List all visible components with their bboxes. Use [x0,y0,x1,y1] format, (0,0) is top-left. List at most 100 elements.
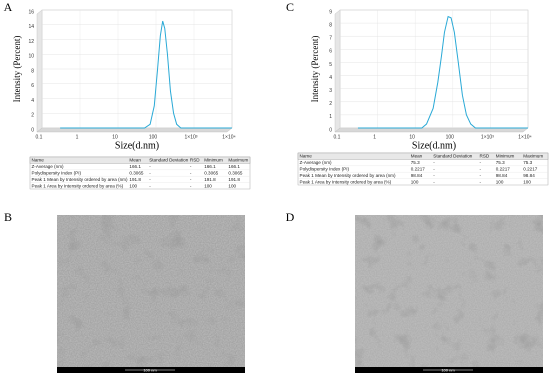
table-cell: 166.1 [228,164,240,169]
y-tick-label: 0 [31,127,34,133]
table-cell: - [190,177,192,182]
table-cell: 0.2217 [496,167,510,172]
x-axis-label: Size(d.nm) [412,140,456,151]
table-cell: - [149,183,151,188]
table-header: RSD [190,158,200,163]
y-tick-label: 6 [329,49,332,55]
x-tick-label: 1×10⁴ [518,134,531,140]
y-tick-label: 3 [329,88,332,94]
x-tick-label: 0.1 [334,134,341,140]
x-tick-label: 10 [409,134,415,140]
table-header: Maximum [523,154,543,159]
table-header: Name [32,158,45,163]
table-cell: Polydispersity Index (PI) [300,167,350,172]
table-cell: 191.8 [228,177,240,182]
table-cell: 166.1 [129,164,141,169]
table-cell: 0.3065 [129,171,143,176]
y-tick-label: 4 [329,75,332,81]
table-header-bg [29,156,251,164]
y-axis-label: Intensity (Percent) [12,36,22,103]
y-tick-label: 9 [329,9,332,15]
x-tick-label: 100 [446,134,455,140]
table-cell: - [433,160,435,165]
table-header-bg [297,152,549,160]
size-curve [357,15,528,129]
y-tick-label: 8 [329,22,332,28]
table-cell: 100 [204,183,212,188]
plot-floor [334,127,529,133]
table-cell: - [190,164,192,169]
panel-label: D [286,210,295,224]
y-tick-label: 10 [28,54,34,60]
table-cell: - [433,167,435,172]
y-tick-label: 16 [28,9,34,15]
y-tick-label: 1 [329,114,332,120]
y-tick-label: 7 [329,36,332,42]
x-tick-label: 0.1 [36,134,43,140]
plot-area [339,9,529,129]
table-cell: 100 [228,183,236,188]
table-cell: Peak 1 Mean by Intensity ordered by area… [300,173,396,178]
y-tick-label: 8 [31,68,34,74]
table-cell: - [149,177,151,182]
table-cell: 100 [129,183,137,188]
panel-label: C [286,0,294,14]
x-tick-label: 100 [149,134,158,140]
table-header: Minimum [204,158,223,163]
y-tick-label: 14 [28,24,34,30]
x-tick-label: 1×10³ [481,134,494,140]
x-axis-label: Size(d.nm) [115,140,159,151]
y-tick-label: 5 [329,62,332,68]
table-cell: 98.84 [411,173,423,178]
table-cell: 191.8 [129,177,141,182]
table-header: Name [300,154,313,159]
y-axis-label: Intensity (Percent) [310,36,320,103]
table-header: RSD [480,154,490,159]
plot-wall [36,9,43,133]
size-curve [60,20,232,129]
micrograph-b [57,215,245,373]
table-cell: 98.84 [523,173,535,178]
y-tick-label: 4 [31,98,34,104]
plot-floor [36,127,233,133]
table-header: Standard Deviation [433,154,473,159]
scale-bar-label: 100 nm [143,367,157,372]
table-cell: Peak 1 Mean by Intensity ordered by area… [32,177,128,182]
table-header: Mean [411,154,423,159]
table-header: Standard Deviation [149,158,189,163]
y-tick-label: 2 [31,113,34,119]
table-cell: - [433,173,435,178]
micrograph-d [355,215,543,373]
y-tick-label: 6 [31,83,34,89]
y-tick-label: 2 [329,101,332,107]
x-tick-label: 1 [76,134,79,140]
y-tick-label: 12 [28,39,34,45]
table-cell: - [149,171,151,176]
table-cell: Peak 1 Area by Intensity ordered by area… [32,183,124,188]
table-cell: Peak 1 Area by Intensity ordered by area… [300,179,392,184]
table-cell: - [190,183,192,188]
table-cell: - [190,171,192,176]
table-cell: 98.84 [496,173,508,178]
table-cell: 0.3065 [228,171,242,176]
table-cell: - [433,179,435,184]
table-cell: 0.2217 [523,167,537,172]
table-cell: Polydispersity Index (PI) [32,171,82,176]
scale-bar-label: 100 nm [441,367,455,372]
table-cell: 0.2217 [411,167,425,172]
x-tick-label: 1 [373,134,376,140]
table-header: Minimum [496,154,515,159]
x-tick-label: 1×10³ [185,134,198,140]
plot-wall [334,9,341,133]
table-cell: Z-Average (nm) [300,160,333,165]
table-cell: - [480,179,482,184]
table-cell: 75.3 [411,160,420,165]
x-tick-label: 10 [112,134,118,140]
table-cell: Z-Average (nm) [32,164,65,169]
table-header: Maximum [228,158,248,163]
y-tick-label: 0 [329,127,332,133]
table-cell: 166.1 [204,164,216,169]
table-cell: 100 [523,179,531,184]
table-cell: - [149,164,151,169]
